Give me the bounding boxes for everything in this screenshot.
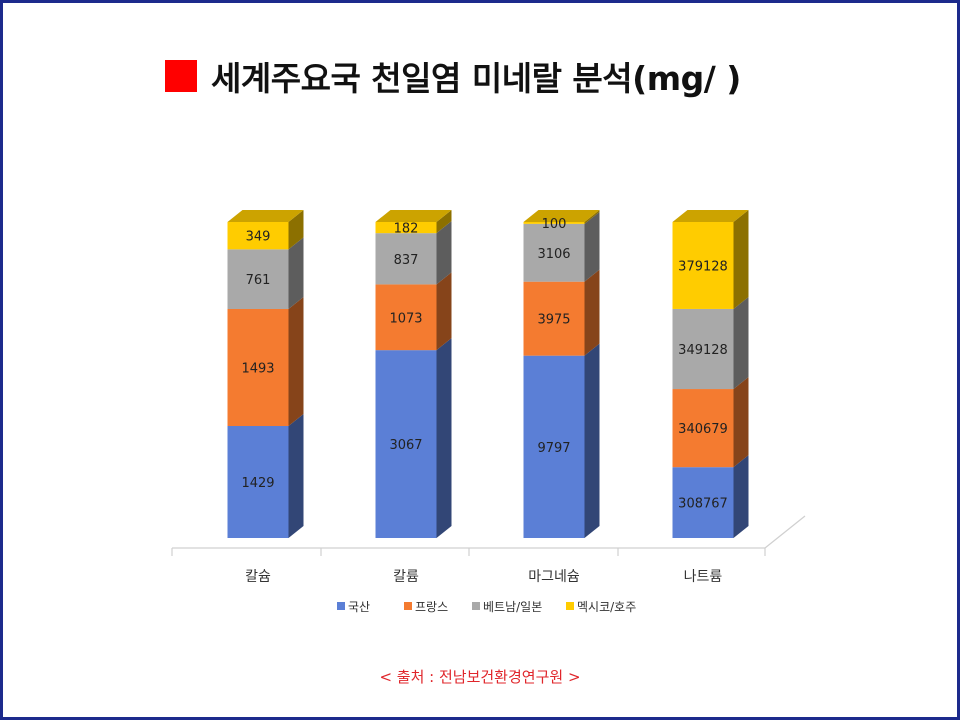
bar-side xyxy=(584,210,600,224)
data-label: 340679 xyxy=(678,422,728,437)
bar-front xyxy=(375,350,437,538)
category-label: 나트륨 xyxy=(684,569,723,585)
category-label: 칼슘 xyxy=(245,569,271,585)
bar-front xyxy=(672,467,734,538)
bar-side xyxy=(584,269,600,356)
data-label: 3975 xyxy=(537,313,570,328)
bar-side xyxy=(733,377,749,468)
data-label: 837 xyxy=(394,253,419,268)
legend-swatch xyxy=(566,602,574,610)
legend-swatch xyxy=(404,602,412,610)
bar-side xyxy=(288,296,304,427)
bar-segment-2-4 xyxy=(375,210,452,234)
bar-front xyxy=(523,223,585,282)
category-label: 마그네슘 xyxy=(528,569,580,585)
bar-segment-2-3 xyxy=(375,221,452,285)
data-label: 308767 xyxy=(678,497,728,512)
bar-segment-3-1 xyxy=(523,343,600,538)
legend-label: 멕시코/호주 xyxy=(577,600,636,614)
legend-item: 국산 xyxy=(337,600,370,614)
bar-top xyxy=(227,210,304,222)
data-label: 761 xyxy=(246,273,271,288)
data-label: 1073 xyxy=(389,311,422,326)
bar-segment-3-3 xyxy=(523,211,600,282)
bar-front xyxy=(227,222,289,250)
data-label: 3067 xyxy=(389,438,422,453)
bar-front xyxy=(523,355,585,538)
bar-segment-2-1 xyxy=(375,338,452,538)
bar-segment-1-1 xyxy=(227,414,304,538)
bar-segment-4-3 xyxy=(672,296,749,390)
legend-swatch xyxy=(472,602,480,610)
page-title: 세계주요국 천일염 미네랄 분석(mg/ ) xyxy=(211,59,741,98)
bar-side xyxy=(436,210,452,234)
bar-side xyxy=(436,338,452,538)
bar-segment-3-2 xyxy=(523,269,600,356)
source-note: < 출처 : 전남보건환경연구원 > xyxy=(379,668,581,686)
bar-segment-2-2 xyxy=(375,272,452,351)
bar-front xyxy=(227,426,289,538)
bar-side xyxy=(288,237,304,309)
legend-item: 멕시코/호주 xyxy=(566,600,636,614)
bar-segment-1-4 xyxy=(227,210,304,250)
data-label: 1429 xyxy=(241,476,274,491)
bar-front xyxy=(227,249,289,309)
bar-segment-4-2 xyxy=(672,377,749,468)
data-label: 100 xyxy=(542,217,567,232)
bar-segment-4-1 xyxy=(672,455,749,538)
legend-item: 프랑스 xyxy=(404,600,448,614)
bar-top xyxy=(375,210,452,222)
data-label: 379128 xyxy=(678,259,728,274)
bar-front xyxy=(523,281,585,356)
bar-side xyxy=(733,296,749,390)
bar-side xyxy=(288,210,304,250)
bar-front xyxy=(672,389,734,468)
bar-side xyxy=(733,455,749,538)
legend: 국산 프랑스 베트남/일본 멕시코/호주 xyxy=(337,600,636,614)
data-label: 182 xyxy=(394,222,419,237)
title-marker xyxy=(165,60,197,92)
bar-side xyxy=(288,414,304,538)
legend-swatch xyxy=(337,602,345,610)
bar-segment-3-4 xyxy=(523,210,600,224)
x-axis-depth-line xyxy=(764,515,806,549)
bar-front xyxy=(375,233,437,285)
bar-side xyxy=(584,211,600,282)
bar-segment-1-3 xyxy=(227,237,304,309)
bar-front xyxy=(672,222,734,309)
bar-front xyxy=(375,222,437,234)
bar-segment-4-4 xyxy=(672,210,749,309)
bar-front xyxy=(375,284,437,351)
bar-side xyxy=(584,343,600,538)
data-label: 349128 xyxy=(678,343,728,358)
legend-label: 국산 xyxy=(348,600,370,614)
bar-side xyxy=(436,221,452,285)
data-label: 3106 xyxy=(537,247,570,262)
data-label: 9797 xyxy=(537,441,570,456)
bar-front xyxy=(523,222,585,224)
legend-label: 베트남/일본 xyxy=(483,600,542,614)
legend-item: 베트남/일본 xyxy=(472,600,542,614)
bar-segment-1-2 xyxy=(227,296,304,427)
bar-front xyxy=(227,308,289,427)
legend-label: 프랑스 xyxy=(415,600,448,614)
bar-side xyxy=(436,272,452,351)
data-label: 349 xyxy=(246,230,271,245)
bar-top xyxy=(672,210,749,222)
category-label: 칼륨 xyxy=(393,569,419,585)
bar-top xyxy=(523,210,600,222)
bar-side xyxy=(733,210,749,309)
title-row: 세계주요국 천일염 미네랄 분석(mg/ ) xyxy=(165,52,741,100)
data-label: 1493 xyxy=(241,361,274,376)
bar-front xyxy=(672,308,734,390)
